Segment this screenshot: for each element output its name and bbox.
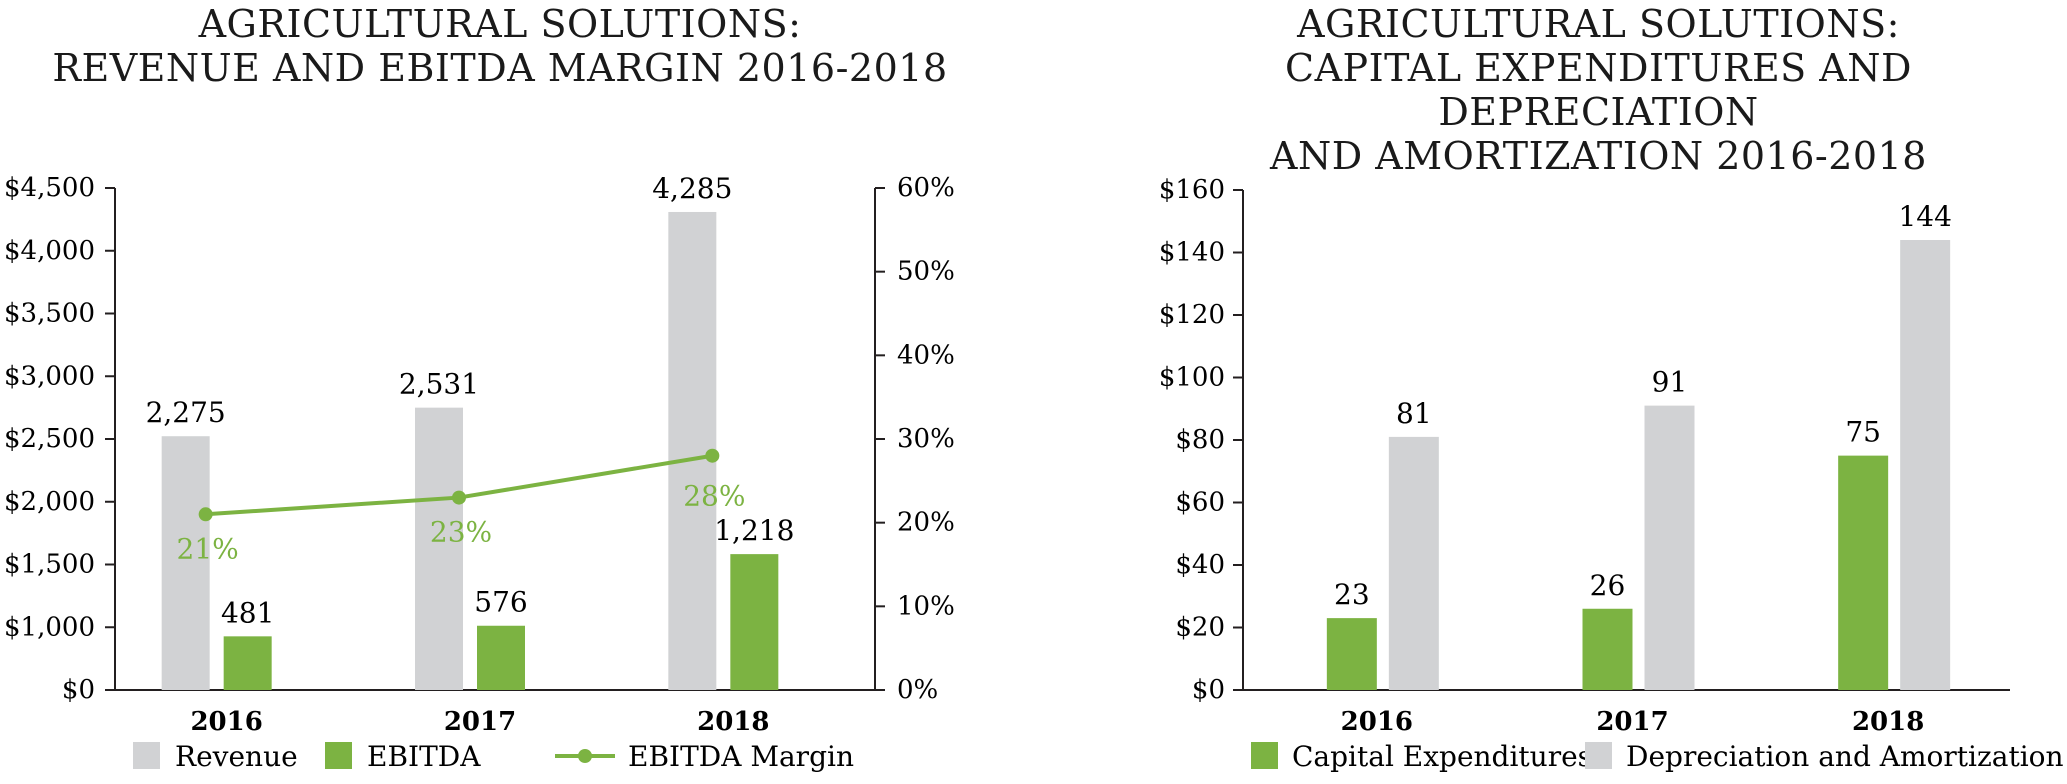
legend-swatch-revenue <box>133 742 160 769</box>
ebitda-bar <box>223 636 272 690</box>
revenue-value-label: 4,285 <box>652 172 732 205</box>
ebitda-margin-point <box>198 507 213 522</box>
ebitda-value-label: 576 <box>474 586 527 619</box>
y-tick-label: $2,500 <box>4 424 95 454</box>
chart-title-line-1: AGRICULTURAL SOLUTIONS: <box>198 2 802 46</box>
chart-title-line-3: AND AMORTIZATION 2016-2018 <box>1270 134 1927 178</box>
legend-swatch-capex <box>1251 742 1278 769</box>
ebitda-margin-point <box>452 490 466 505</box>
chart-title-line-2: REVENUE AND EBITDA MARGIN 2016-2018 <box>52 46 948 90</box>
legend-label-revenue: Revenue <box>175 740 298 773</box>
y-tick-label: $120 <box>1159 300 1225 330</box>
chart-title: AGRICULTURAL SOLUTIONS: REVENUE AND EBIT… <box>0 2 1000 90</box>
y-tick-label: $40 <box>1175 550 1225 580</box>
ebitda-value-label: 481 <box>221 596 274 629</box>
y2-tick-label: 40% <box>897 340 955 370</box>
legend-label-margin: EBITDA Margin <box>628 740 854 773</box>
legend-label-da: Depreciation and Amortization <box>1626 740 2064 773</box>
y-tick-label: $0 <box>62 675 95 705</box>
legend-swatch-da <box>1585 742 1612 769</box>
x-tick-label: 2017 <box>444 707 516 737</box>
ebitda-value-label: 1,218 <box>714 514 794 547</box>
ebitda-margin-label: 23% <box>430 516 492 549</box>
x-tick-label: 2016 <box>190 707 262 737</box>
legend-swatch-ebitda <box>325 742 352 769</box>
x-tick-label: 2016 <box>1341 707 1413 737</box>
capex-value-label: 75 <box>1845 416 1881 449</box>
y-tick-label: $2,000 <box>4 487 95 517</box>
y2-tick-label: 10% <box>897 591 955 621</box>
da-bar <box>1900 240 1951 690</box>
y-tick-label: $4,000 <box>4 236 95 266</box>
da-value-label: 144 <box>1898 200 1951 233</box>
y-tick-label: $100 <box>1159 363 1225 393</box>
chart-title-line-1: AGRICULTURAL SOLUTIONS: <box>1297 2 1900 46</box>
da-value-label: 81 <box>1396 397 1432 430</box>
chart-title-line-2: CAPITAL EXPENDITURES AND DEPRECIATION <box>1285 46 1912 134</box>
x-tick-label: 2018 <box>1852 707 1924 737</box>
y-tick-label: $60 <box>1175 488 1225 518</box>
x-tick-label: 2017 <box>1596 707 1668 737</box>
y-tick-label: $3,000 <box>4 361 95 391</box>
legend-label-ebitda: EBITDA <box>367 740 481 773</box>
ebitda-margin-label: 28% <box>683 480 745 513</box>
ebitda-margin-label: 21% <box>177 532 239 565</box>
revenue-ebitda-panel: AGRICULTURAL SOLUTIONS: REVENUE AND EBIT… <box>0 0 1000 784</box>
da-bar <box>1388 436 1439 690</box>
revenue-ebitda-chart: $0 $1,000 $1,500 $2,000 $2,500 $3,000 $3,500 $4… <box>4 172 955 773</box>
ebitda-margin-point <box>705 448 720 463</box>
capex-da-chart: $0 $20 $40 $60 $80 $100 $120 $140 $160 23 81 2016 26… <box>1159 175 2064 773</box>
ebitda-bar <box>477 625 525 690</box>
y2-tick-label: 30% <box>897 424 955 454</box>
capex-value-label: 26 <box>1590 569 1626 602</box>
y-tick-label: $1,500 <box>4 550 95 580</box>
chart-title: AGRICULTURAL SOLUTIONS: CAPITAL EXPENDIT… <box>1130 2 2067 178</box>
capex-da-panel: AGRICULTURAL SOLUTIONS: CAPITAL EXPENDIT… <box>1130 0 2067 784</box>
capex-bar <box>1326 618 1377 690</box>
legend-label-capex: Capital Expenditures <box>1292 740 1592 773</box>
y-tick-label: $4,500 <box>4 173 95 203</box>
legend-swatch-margin-point <box>578 749 592 763</box>
revenue-bar <box>415 407 463 690</box>
y-tick-label: $80 <box>1175 425 1225 455</box>
da-bar <box>1644 405 1695 690</box>
revenue-value-label: 2,275 <box>146 396 226 429</box>
y2-tick-label: 50% <box>897 257 955 287</box>
y2-tick-label: 60% <box>897 173 955 203</box>
capex-bar <box>1582 608 1633 690</box>
y-tick-label: $20 <box>1175 613 1225 643</box>
y-tick-label: $160 <box>1159 175 1225 205</box>
y2-tick-label: 0% <box>897 675 938 705</box>
y2-tick-label: 20% <box>897 508 955 538</box>
capex-value-label: 23 <box>1334 578 1370 611</box>
y-tick-label: $1,000 <box>4 612 95 642</box>
da-value-label: 91 <box>1652 366 1688 399</box>
revenue-bar <box>161 436 210 690</box>
y-tick-label: $3,500 <box>4 299 95 329</box>
ebitda-bar <box>730 554 779 690</box>
capex-bar <box>1838 455 1889 690</box>
x-tick-label: 2018 <box>697 707 769 737</box>
y-tick-label: $140 <box>1159 238 1225 268</box>
y-tick-label: $0 <box>1192 675 1225 705</box>
revenue-value-label: 2,531 <box>399 368 479 401</box>
